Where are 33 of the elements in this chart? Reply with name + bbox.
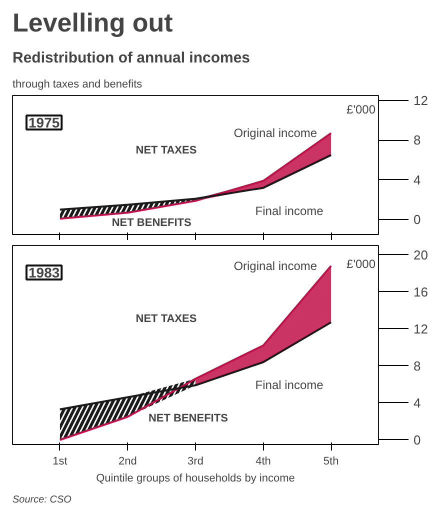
y-tick-label: 8: [414, 132, 421, 148]
series-label: Original income: [234, 258, 318, 273]
y-tick-label: 12: [414, 92, 428, 108]
chart-title: Levelling out: [12, 8, 174, 38]
y-axis-title: £'000: [346, 102, 376, 116]
y-tick-label: 0: [414, 432, 421, 448]
x-tick-label: 1st: [52, 456, 68, 468]
y-tick-label: 4: [414, 172, 421, 188]
annotation: NET TAXES: [136, 313, 197, 326]
y-tick-label: 4: [414, 395, 421, 410]
chart-subtitle: Redistribution of annual incomes: [12, 50, 250, 66]
annotation: NET BENEFITS: [148, 412, 228, 425]
series-label: Final income: [255, 378, 324, 392]
text: through taxes and benefits: [12, 78, 143, 90]
annotation: NET TAXES: [136, 144, 197, 157]
y-tick-label: 20: [414, 247, 428, 262]
x-tick-label: 5th: [323, 456, 339, 468]
legend-title: 1975: [28, 114, 60, 130]
x-tick-label: 2nd: [118, 456, 137, 468]
y-axis-title: £'000: [346, 256, 376, 271]
series-label: Original income: [234, 126, 318, 140]
x-tick-label: 3rd: [188, 456, 204, 468]
y-tick-label: 0: [414, 212, 421, 228]
annotation: NET BENEFITS: [112, 216, 192, 229]
x-axis-title: Quintile groups of households by income: [96, 472, 295, 484]
series-label: Final income: [255, 204, 324, 218]
y-tick-label: 12: [414, 321, 428, 336]
source-note: Source: CSO: [12, 494, 72, 506]
y-tick-label: 8: [414, 358, 421, 374]
y-tick-label: 16: [414, 284, 428, 300]
x-tick-label: 4th: [256, 456, 271, 468]
legend-title: 1983: [28, 264, 60, 280]
line-series: [58, 321, 332, 410]
